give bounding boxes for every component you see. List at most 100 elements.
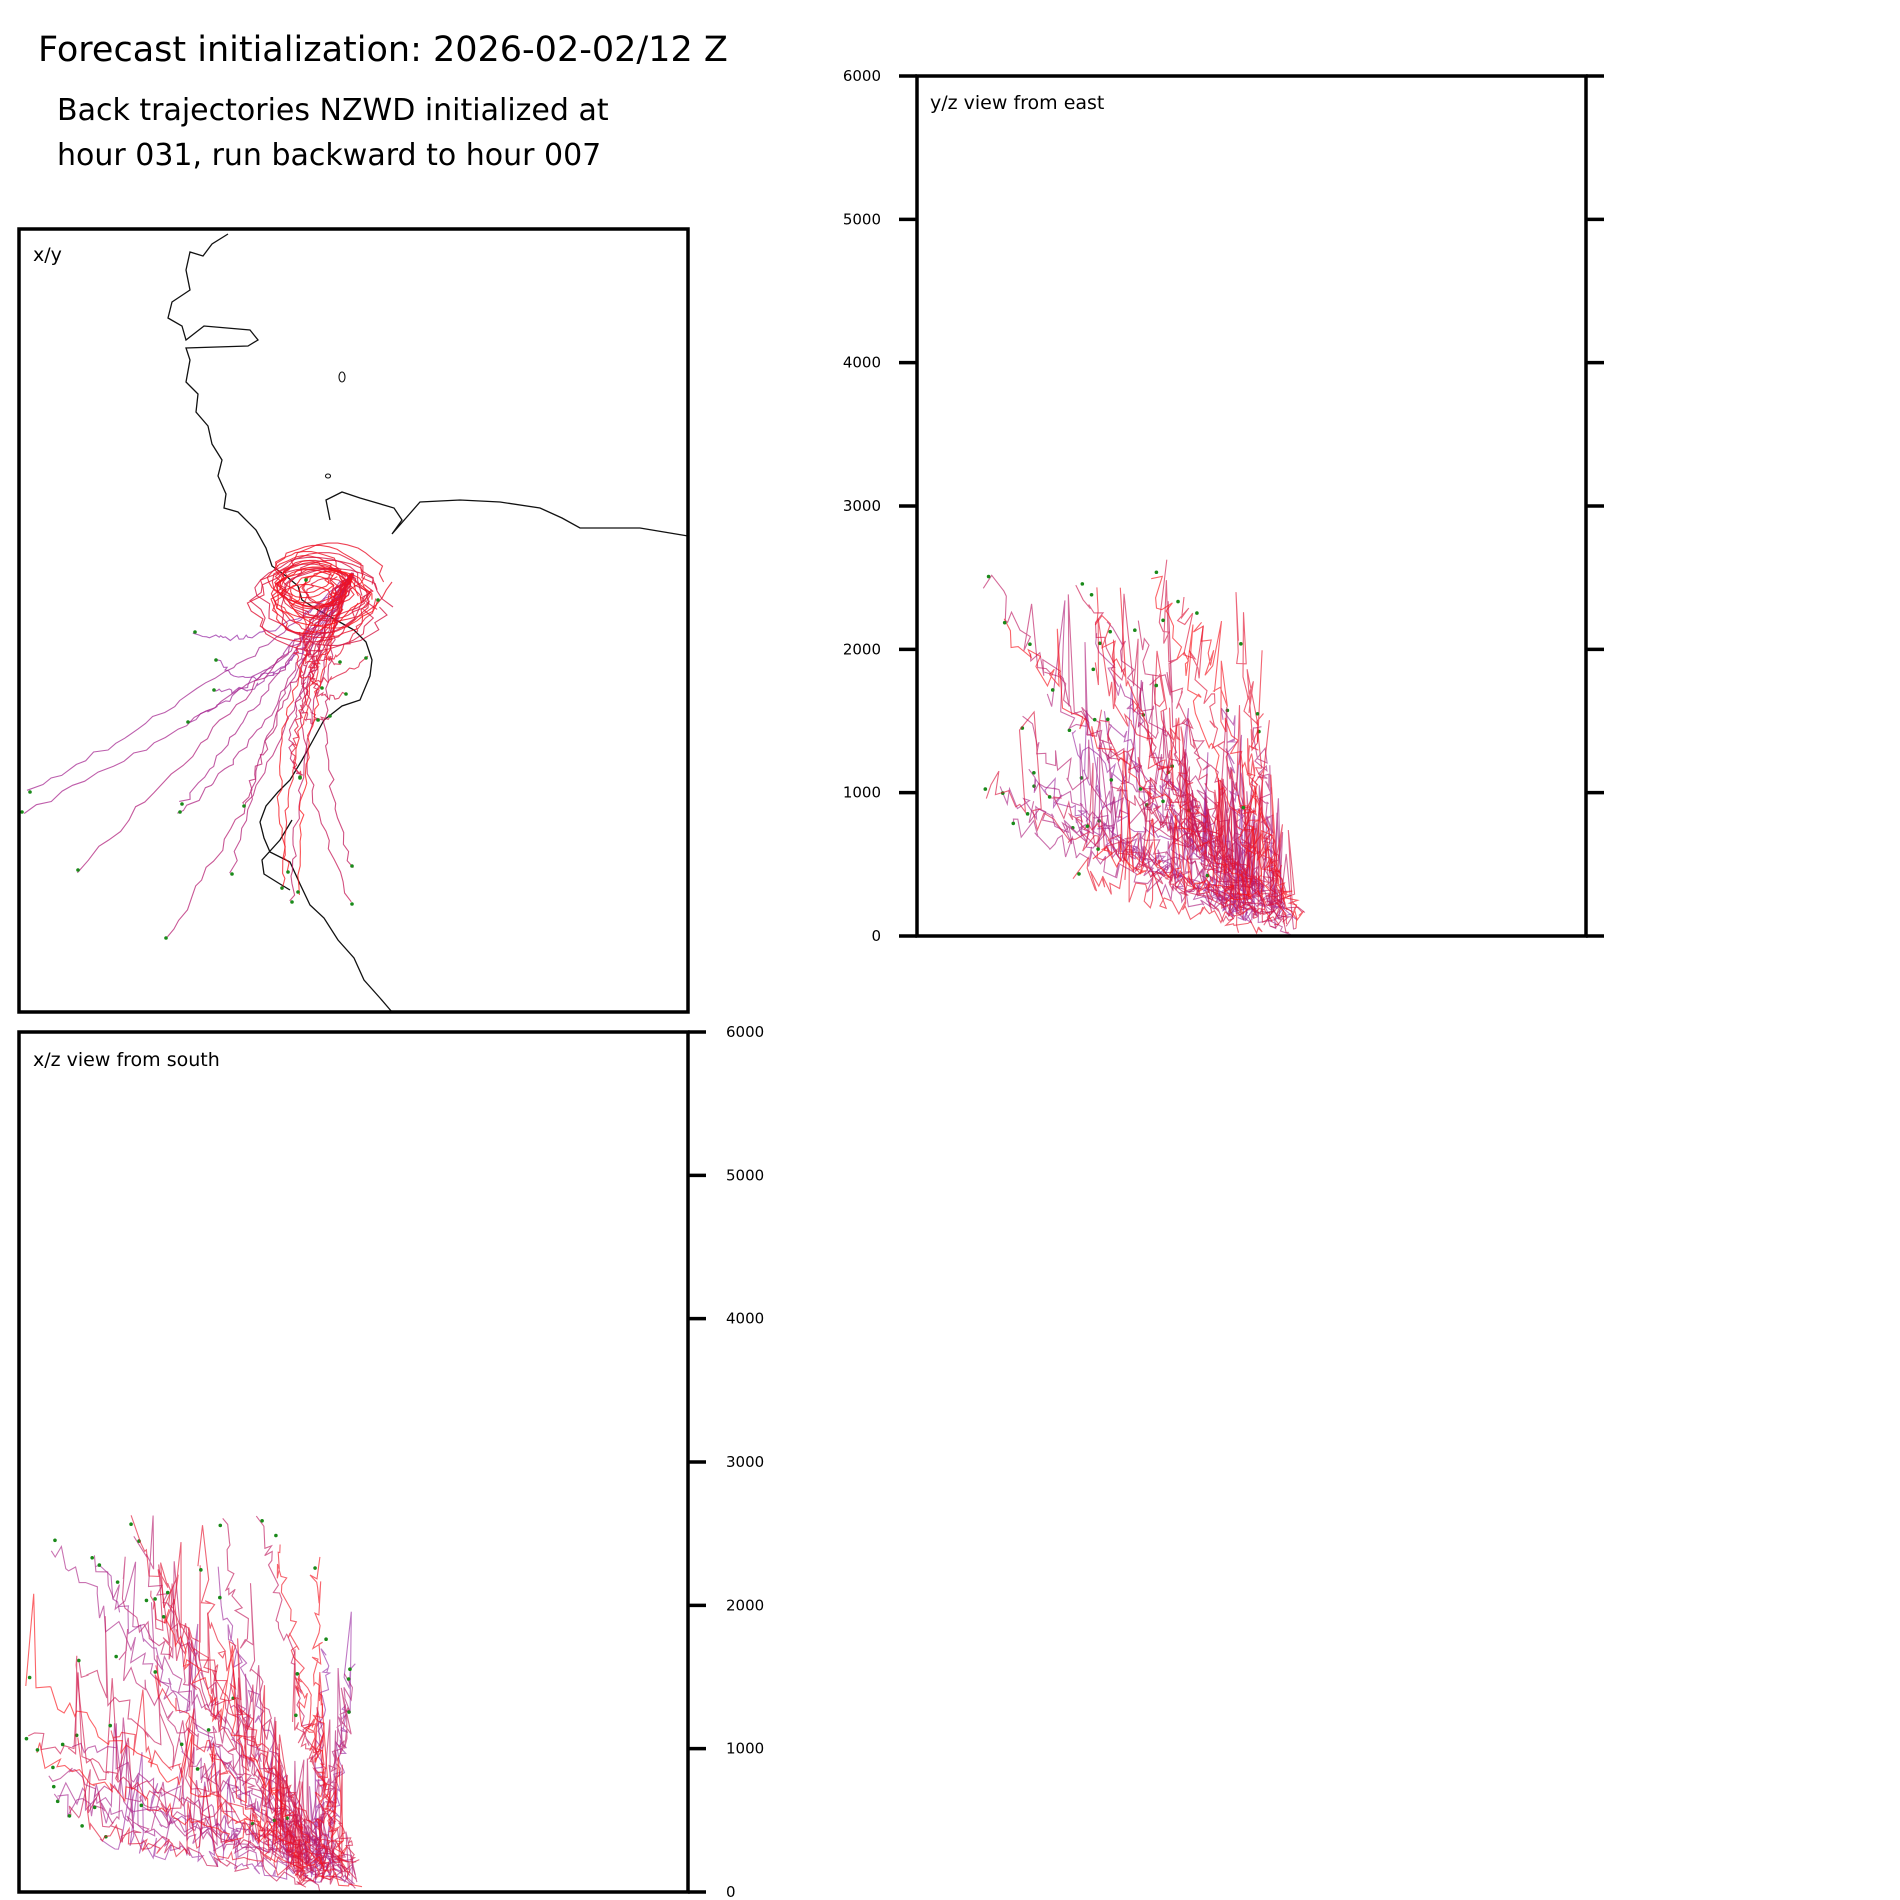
xz-start-marker — [53, 1538, 57, 1543]
start-point-marker — [320, 686, 324, 690]
xz-start-marker — [179, 1742, 184, 1747]
xz-view-panel: x/z view from south 0 1000 2000 3000 4000 500… — [17, 1023, 764, 1900]
yz-tick-label: 4000 — [843, 354, 881, 372]
yz-trajectory-line — [1094, 618, 1288, 925]
subtitle-line-2: hour 031, run backward to hour 007 — [57, 138, 602, 173]
yz-trajectory-line — [1192, 620, 1298, 929]
start-point-marker — [212, 688, 216, 692]
yz-start-marker — [1011, 821, 1016, 826]
start-point-marker — [376, 598, 380, 602]
yz-start-marker — [1050, 688, 1055, 692]
xz-start-marker — [347, 1710, 351, 1714]
start-point-marker — [230, 872, 234, 876]
start-point-marker — [290, 900, 294, 904]
yz-start-marker — [1176, 599, 1180, 604]
yz-start-marker — [1091, 667, 1096, 672]
xy-map-frame — [17, 227, 690, 1014]
xz-start-marker — [51, 1784, 56, 1789]
yz-axis-ticks: 0 1000 2000 3000 4000 5000 6000 — [843, 67, 1604, 945]
xz-start-marker — [90, 1555, 94, 1560]
xz-trajectory-line — [295, 1676, 348, 1863]
yz-start-marker — [1241, 805, 1246, 810]
xz-trajectory-line — [77, 1737, 343, 1882]
yz-trajectory-line — [1097, 709, 1303, 913]
start-point-marker — [164, 936, 168, 940]
yz-panel-label: y/z view from east — [930, 92, 1104, 114]
start-point-marker — [350, 864, 354, 868]
yz-tick-label: 6000 — [843, 67, 881, 85]
xz-tick-label: 5000 — [726, 1166, 764, 1184]
yz-start-marker — [1154, 570, 1159, 575]
xy-trajectory-loop — [271, 542, 393, 622]
xy-trajectory-line — [192, 574, 353, 642]
xz-start-marker — [274, 1533, 278, 1538]
xy-trajectory-loop — [274, 569, 372, 634]
start-point-marker — [28, 790, 32, 794]
start-point-marker — [76, 868, 80, 872]
xz-tick-label: 2000 — [726, 1596, 764, 1614]
yz-start-marker — [1032, 770, 1036, 775]
xy-trajectory-loop — [274, 566, 362, 627]
yz-start-marker — [983, 787, 988, 791]
xy-trajectory-line — [26, 577, 355, 791]
xy-panel-label: x/y — [33, 244, 62, 266]
xz-tick-label: 4000 — [726, 1310, 764, 1328]
yz-start-marker — [1077, 872, 1081, 876]
xz-start-marker — [144, 1598, 149, 1603]
yz-trajectory-line — [982, 574, 1234, 911]
xz-panel-label: x/z view from south — [33, 1049, 220, 1071]
yz-tick-label: 2000 — [843, 640, 881, 658]
xz-start-marker — [295, 1672, 300, 1676]
xz-trajectory-line — [36, 1742, 363, 1888]
xz-start-marker — [348, 1667, 352, 1671]
xz-trajectory-line — [302, 1687, 352, 1868]
yz-start-marker — [1154, 683, 1159, 688]
xz-start-marker — [218, 1523, 223, 1528]
xz-start-marker — [77, 1658, 81, 1663]
yz-trajectory-line — [1151, 575, 1272, 896]
yz-start-marker — [1133, 628, 1137, 633]
xz-start-marker — [260, 1519, 264, 1523]
start-point-marker — [186, 720, 190, 724]
xz-start-marker — [80, 1824, 84, 1828]
start-point-marker — [178, 810, 182, 814]
figure-subtitle: Back trajectories NZWD initialized at ho… — [57, 88, 609, 178]
yz-start-marker — [1161, 618, 1165, 623]
xz-trajectory-line — [93, 1717, 324, 1870]
yz-trajectory-line — [1176, 596, 1281, 921]
xz-trajectory-line — [78, 1616, 321, 1894]
xz-start-marker — [161, 1614, 166, 1619]
yz-tick-label: 3000 — [843, 497, 881, 515]
yz-start-marker — [1098, 641, 1102, 646]
island-outline — [338, 371, 346, 383]
xy-map-panel: x/y — [17, 227, 690, 1014]
xz-start-marker — [206, 1728, 211, 1732]
xz-start-marker — [97, 1563, 102, 1567]
xz-tick-label: 0 — [726, 1883, 736, 1900]
start-point-marker — [296, 890, 300, 894]
yz-trajectory-line — [1028, 754, 1251, 906]
yz-tick-label: 5000 — [843, 210, 881, 228]
xz-start-marker — [114, 1654, 118, 1659]
xz-trajectory-line — [110, 1689, 330, 1869]
xz-trajectory-line — [154, 1665, 306, 1879]
xy-trajectory-line — [242, 576, 354, 805]
xz-start-marker — [218, 1595, 222, 1600]
yz-trajectory-line — [1094, 587, 1235, 904]
xz-start-marker — [313, 1566, 317, 1570]
xz-start-marker — [92, 1805, 97, 1810]
yz-start-marker — [1255, 711, 1260, 716]
yz-trajectory-line — [1092, 750, 1262, 901]
xz-tick-label: 3000 — [726, 1453, 764, 1471]
xz-trajectory-line — [255, 1515, 351, 1876]
start-point-marker — [344, 692, 348, 696]
xy-trajectory-line — [302, 574, 352, 666]
xz-tick-label: 1000 — [726, 1740, 764, 1758]
start-point-marker — [20, 810, 24, 814]
xz-start-marker — [153, 1597, 157, 1601]
start-point-marker — [180, 802, 184, 806]
yz-trajectory-line — [985, 710, 1262, 916]
coastline-1 — [325, 491, 689, 537]
start-point-marker — [280, 886, 284, 890]
